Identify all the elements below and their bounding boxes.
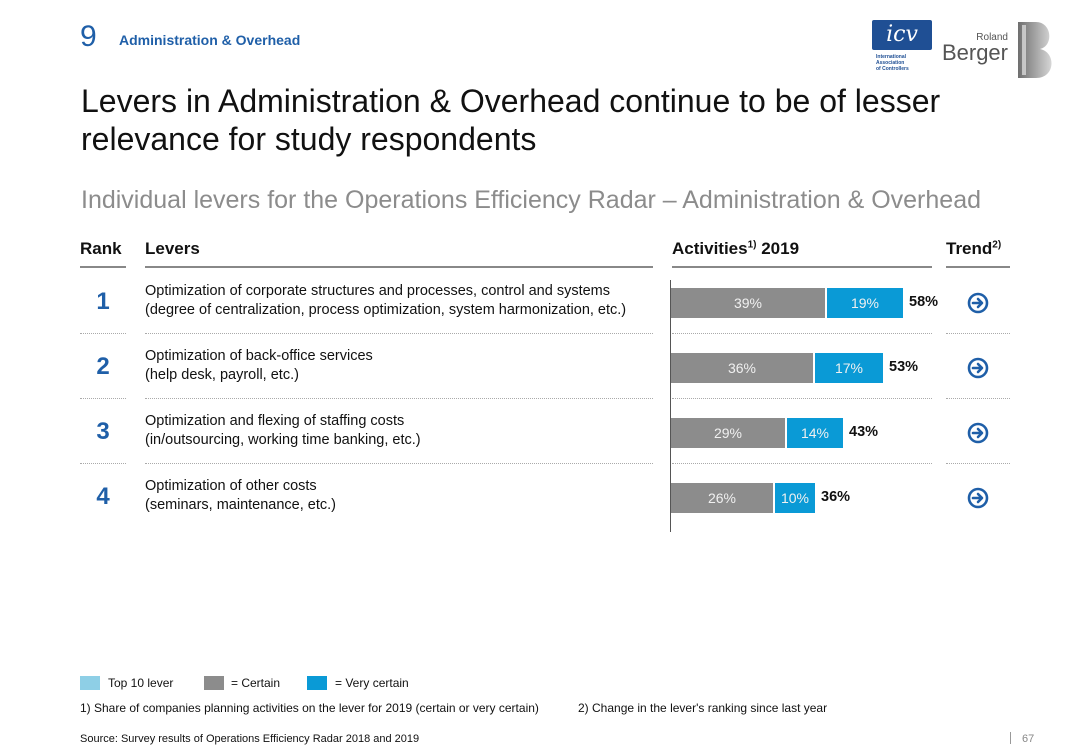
lever-description: Optimization of other costs (seminars, ma… [145,478,336,513]
legend-swatch-very-certain [307,676,327,690]
bar-total-label: 53% [889,359,919,375]
bar-very-certain: 14% [787,418,843,448]
bar-certain: 26% [671,483,773,513]
row-separator [946,463,1010,464]
lever-description: Optimization of back-office services (hel… [145,348,373,383]
row-separator [672,398,932,399]
row-separator [946,333,1010,334]
arrow-right-circle-icon [967,422,989,444]
rank-number: 3 [96,418,110,445]
legend-label-certain: = Certain [231,676,281,690]
column-header-levers: Levers [145,239,200,258]
bar-very-certain: 19% [827,288,903,318]
icv-logo: icv International Association of Control… [872,20,932,74]
bar-total-label: 43% [849,424,879,440]
rank-number: 2 [96,353,110,380]
bar-certain: 29% [671,418,785,448]
row-separator [80,463,126,464]
arrow-right-circle-icon [967,487,989,509]
rank-number: 1 [96,288,110,315]
page-subtitle: Individual levers for the Operations Eff… [81,186,981,214]
bar-very-certain: 10% [775,483,815,513]
bar-certain: 36% [671,353,813,383]
column-header-trend: Trend2) [946,239,1002,258]
row-separator [672,333,932,334]
lever-description: Optimization and flexing of staffing cos… [145,413,421,448]
section-number: 9 [80,20,97,53]
arrow-right-circle-icon [967,292,989,314]
header-rule [145,266,653,268]
lever-description: Optimization of corporate structures and… [145,283,627,318]
column-header-activities: Activities1) 2019 [672,239,800,258]
column-header-rank: Rank [80,239,122,258]
row-separator [80,398,126,399]
bar-total-label: 36% [821,489,851,505]
legend-swatch-top10 [80,676,100,690]
footnote-2: 2) Change in the lever's ranking since l… [578,701,828,715]
bar-certain: 39% [671,288,825,318]
page-title: Levers in Administration & Overhead cont… [81,83,941,157]
row-separator [145,398,653,399]
footnote-1: 1) Share of companies planning activitie… [80,701,539,715]
header-rule [672,266,932,268]
source-note: Source: Survey results of Operations Eff… [80,733,420,745]
row-separator [80,333,126,334]
row-separator [145,463,653,464]
page-number: 67 [1022,733,1035,745]
header-rule [946,266,1010,268]
row-separator [145,333,653,334]
rank-number: 4 [96,483,110,510]
row-separator [946,398,1010,399]
bar-total-label: 58% [909,294,939,310]
legend-label-top10: Top 10 lever [108,676,174,690]
arrow-right-circle-icon [967,357,989,379]
legend-label-very-certain: = Very certain [335,676,409,690]
row-separator [672,463,932,464]
header-rule [80,266,126,268]
section-name: Administration & Overhead [119,32,301,48]
chart-axis [670,280,671,532]
legend-swatch-certain [204,676,224,690]
bar-very-certain: 17% [815,353,883,383]
page-divider [1010,732,1011,744]
roland-berger-logo: Roland Berger [942,22,1058,78]
